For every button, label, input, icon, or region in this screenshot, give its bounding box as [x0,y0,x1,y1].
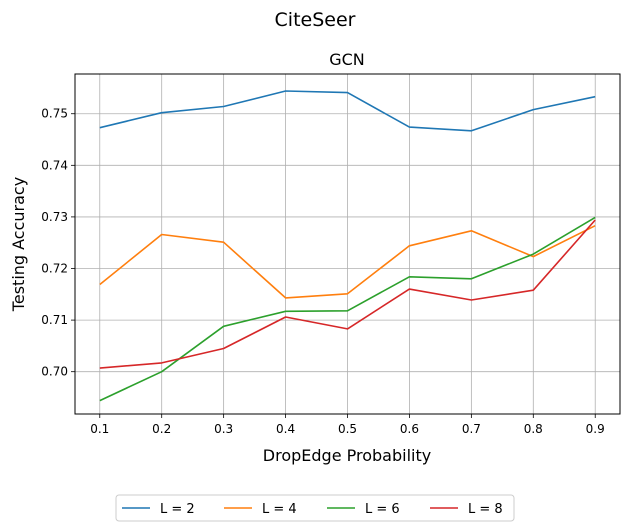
grid-lines [75,74,620,414]
chart-suptitle: CiteSeer [275,9,356,31]
x-tick-label: 0.2 [152,422,171,436]
series-line-4 [99,219,596,369]
x-tick-label: 0.6 [400,422,419,436]
legend-box [115,494,515,522]
y-tick-label: 0.71 [41,313,68,327]
legend-label-2: L = 4 [262,502,297,517]
x-tick-label: 0.7 [462,422,481,436]
x-axis-ticks: 0.1 0.2 0.3 0.4 0.5 0.6 0.7 0.8 0.9 [90,414,605,436]
legend: L = 2 L = 4 L = 6 L = 8 [115,494,515,522]
y-tick-label: 0.74 [41,158,68,172]
series-line-3 [99,216,596,402]
x-tick-label: 0.1 [90,422,109,436]
y-tick-label: 0.72 [41,262,68,276]
y-axis-label: Testing Accuracy [9,177,28,312]
y-tick-label: 0.70 [41,365,68,379]
x-tick-label: 0.3 [214,422,233,436]
y-axis-ticks: 0.70 0.71 0.72 0.73 0.74 0.75 [41,107,75,379]
x-tick-label: 0.5 [338,422,357,436]
x-tick-label: 0.9 [586,422,605,436]
series-line-2 [99,224,596,299]
series-line-1 [99,90,596,132]
x-axis-label: DropEdge Probability [263,446,431,465]
chart-title: GCN [329,50,365,69]
series-lines [99,90,596,402]
y-tick-label: 0.73 [41,210,68,224]
y-tick-label: 0.75 [41,107,68,121]
legend-label-1: L = 2 [160,502,195,517]
x-tick-label: 0.4 [276,422,295,436]
x-tick-label: 0.8 [524,422,543,436]
legend-label-4: L = 8 [468,502,503,517]
legend-label-3: L = 6 [365,502,400,517]
